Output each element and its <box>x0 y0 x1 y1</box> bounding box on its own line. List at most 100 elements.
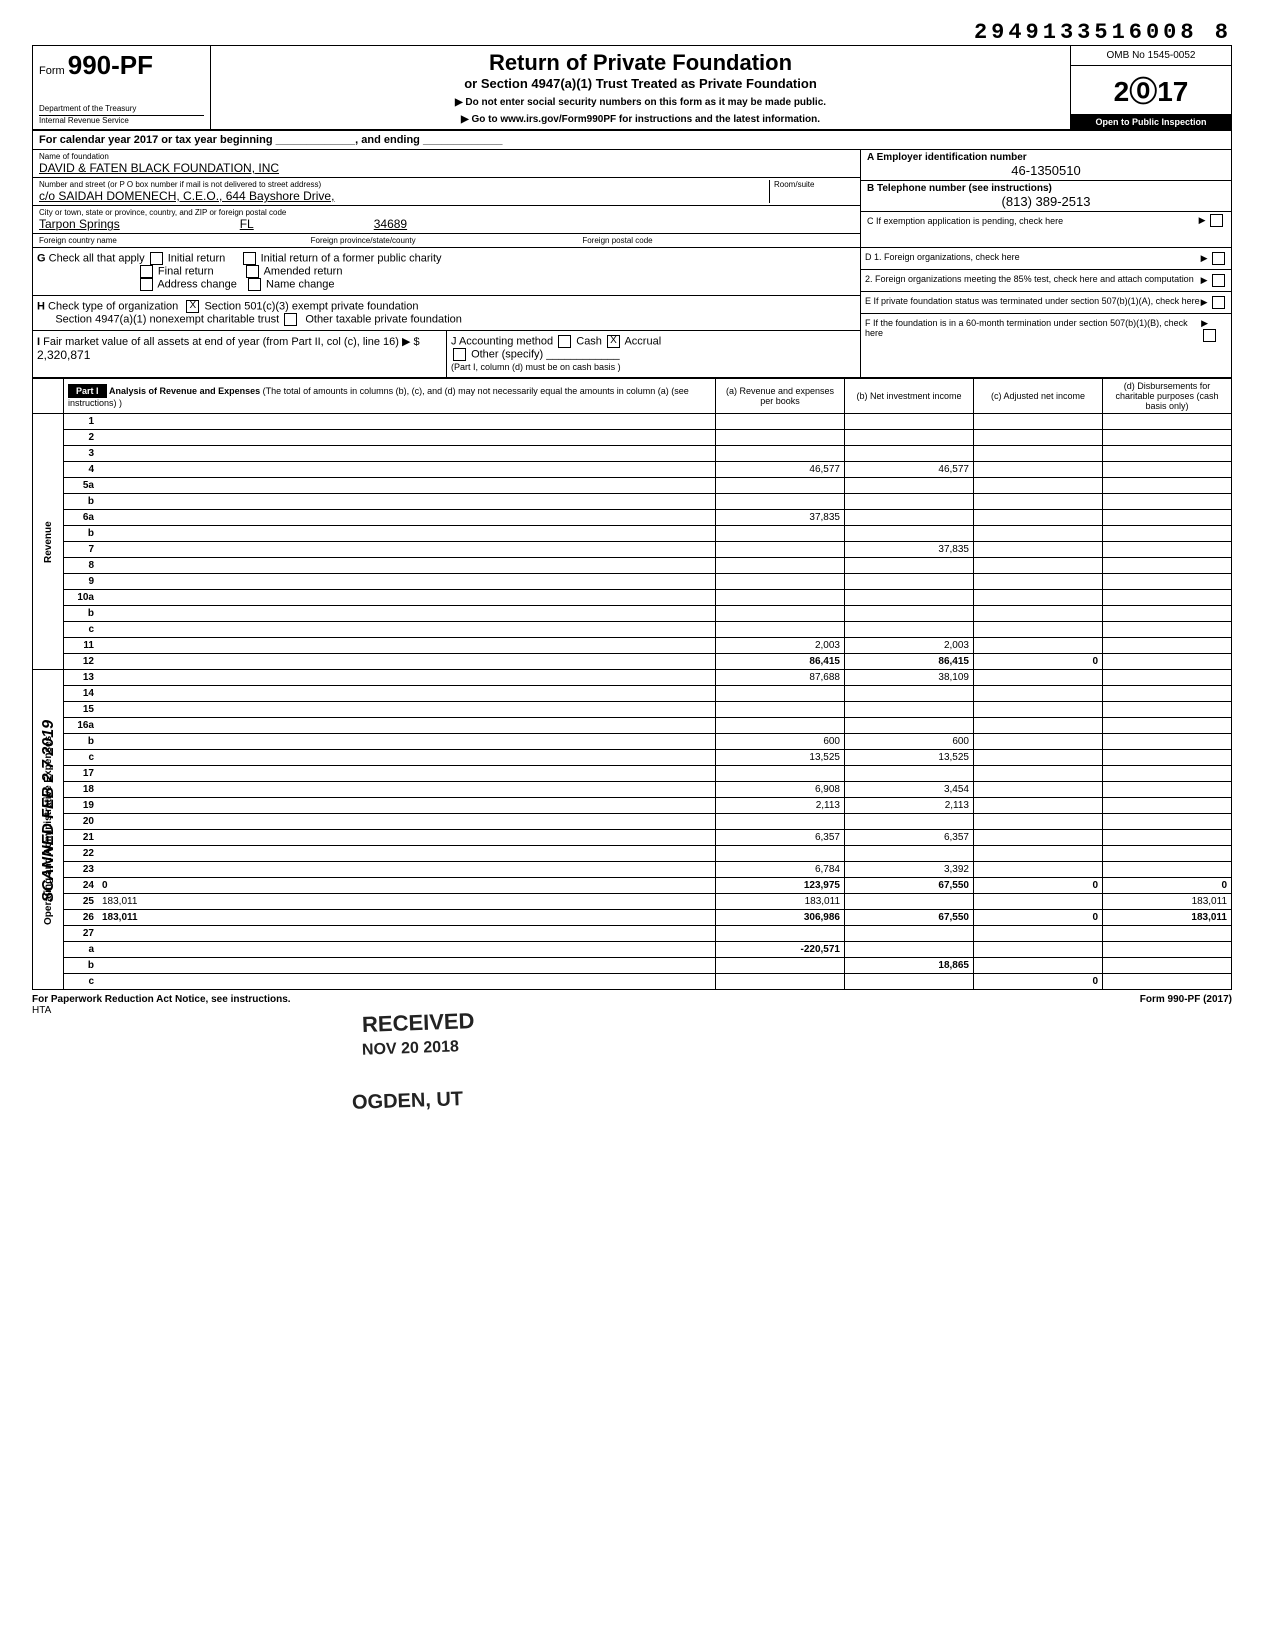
line-desc <box>98 510 716 526</box>
g-addr-checkbox[interactable] <box>140 278 153 291</box>
j-accrual-label: Accrual <box>624 335 661 347</box>
part1-title: Analysis of Revenue and Expenses <box>109 386 260 396</box>
e-checkbox[interactable] <box>1212 296 1225 309</box>
g-initial-checkbox[interactable] <box>150 252 163 265</box>
amount-cell: 3,454 <box>845 782 974 798</box>
line-num: 6a <box>64 510 99 526</box>
j-accrual-checkbox[interactable]: X <box>607 335 620 348</box>
line-num: b <box>64 526 99 542</box>
line-desc <box>98 494 716 510</box>
addr-label: Number and street (or P O box number if … <box>39 180 769 189</box>
amount-cell <box>974 830 1103 846</box>
amount-cell <box>845 926 974 942</box>
amount-cell <box>845 702 974 718</box>
line-num: b <box>64 606 99 622</box>
amount-cell <box>974 542 1103 558</box>
j-cash-checkbox[interactable] <box>558 335 571 348</box>
amount-cell <box>845 414 974 430</box>
part1-table: Part I Analysis of Revenue and Expenses … <box>32 378 1232 990</box>
j-other-label: Other (specify) <box>471 348 543 360</box>
foundation-info-grid: Name of foundation DAVID & FATEN BLACK F… <box>32 150 1232 248</box>
line-desc <box>98 574 716 590</box>
col-b-header: (b) Net investment income <box>845 379 974 414</box>
amount-cell <box>1103 830 1232 846</box>
amount-cell <box>1103 702 1232 718</box>
d2-checkbox[interactable] <box>1212 274 1225 287</box>
h-4947-checkbox[interactable] <box>284 313 297 326</box>
foreign-country-label: Foreign country name <box>39 236 311 245</box>
line-desc: 183,011 <box>98 910 716 926</box>
amount-cell <box>1103 766 1232 782</box>
amount-cell: 46,577 <box>845 462 974 478</box>
h-501c3-checkbox[interactable]: X <box>186 300 199 313</box>
amount-cell <box>1103 862 1232 878</box>
amount-cell <box>974 862 1103 878</box>
g-initial-former-checkbox[interactable] <box>243 252 256 265</box>
amount-cell <box>845 606 974 622</box>
line-num: 15 <box>64 702 99 718</box>
amount-cell <box>845 590 974 606</box>
zip-value: 34689 <box>374 217 407 231</box>
line-num: 3 <box>64 446 99 462</box>
amount-cell: 0 <box>974 910 1103 926</box>
h-4947-label: Section 4947(a)(1) nonexempt charitable … <box>55 313 279 325</box>
foreign-postal-label: Foreign postal code <box>582 236 854 245</box>
j-cash-label: Cash <box>576 335 602 347</box>
amount-cell: 46,577 <box>716 462 845 478</box>
d2-label: 2. Foreign organizations meeting the 85%… <box>865 274 1194 287</box>
line-desc <box>98 830 716 846</box>
g-initial-former-label: Initial return of a former public charit… <box>261 252 442 264</box>
amount-cell: 6,784 <box>716 862 845 878</box>
amount-cell <box>1103 462 1232 478</box>
form-header: Form 990-PF Department of the Treasury I… <box>32 45 1232 131</box>
line-num: 16a <box>64 718 99 734</box>
amount-cell <box>974 766 1103 782</box>
line-desc <box>98 430 716 446</box>
form-note2: ▶ Go to www.irs.gov/Form990PF for instru… <box>215 114 1066 125</box>
d1-checkbox[interactable] <box>1212 252 1225 265</box>
line-num: 20 <box>64 814 99 830</box>
amount-cell <box>1103 974 1232 990</box>
city-value: Tarpon Springs <box>39 217 120 231</box>
line-num: 8 <box>64 558 99 574</box>
amount-cell <box>1103 574 1232 590</box>
c-checkbox[interactable] <box>1210 214 1223 227</box>
line-desc <box>98 750 716 766</box>
amount-cell <box>845 718 974 734</box>
amount-cell <box>1103 782 1232 798</box>
j-other-checkbox[interactable] <box>453 348 466 361</box>
line-num: 19 <box>64 798 99 814</box>
amount-cell <box>1103 622 1232 638</box>
amount-cell: 183,011 <box>716 894 845 910</box>
amount-cell: 0 <box>1103 878 1232 894</box>
amount-cell: 2,113 <box>716 798 845 814</box>
amount-cell: -220,571 <box>716 942 845 958</box>
line-num: a <box>64 942 99 958</box>
amount-cell <box>716 414 845 430</box>
line-desc <box>98 558 716 574</box>
g-final-label: Final return <box>158 265 214 277</box>
amount-cell <box>845 510 974 526</box>
amount-cell <box>974 478 1103 494</box>
line-num: 14 <box>64 686 99 702</box>
f-checkbox[interactable] <box>1203 329 1216 342</box>
line-num: 7 <box>64 542 99 558</box>
line-desc <box>98 622 716 638</box>
line-num: 24 <box>64 878 99 894</box>
g-amended-checkbox[interactable] <box>246 265 259 278</box>
line-num: 23 <box>64 862 99 878</box>
amount-cell <box>716 846 845 862</box>
amount-cell <box>845 526 974 542</box>
form-note1: ▶ Do not enter social security numbers o… <box>215 97 1066 108</box>
col-d-header: (d) Disbursements for charitable purpose… <box>1103 379 1232 414</box>
amount-cell <box>1103 654 1232 670</box>
g-name-label: Name change <box>266 278 335 290</box>
calendar-year-row: For calendar year 2017 or tax year begin… <box>32 131 1232 150</box>
amount-cell <box>974 958 1103 974</box>
g-final-checkbox[interactable] <box>140 265 153 278</box>
line-num: 11 <box>64 638 99 654</box>
col-c-header: (c) Adjusted net income <box>974 379 1103 414</box>
line-num: 12 <box>64 654 99 670</box>
g-name-checkbox[interactable] <box>248 278 261 291</box>
foundation-name: DAVID & FATEN BLACK FOUNDATION, INC <box>39 161 854 175</box>
